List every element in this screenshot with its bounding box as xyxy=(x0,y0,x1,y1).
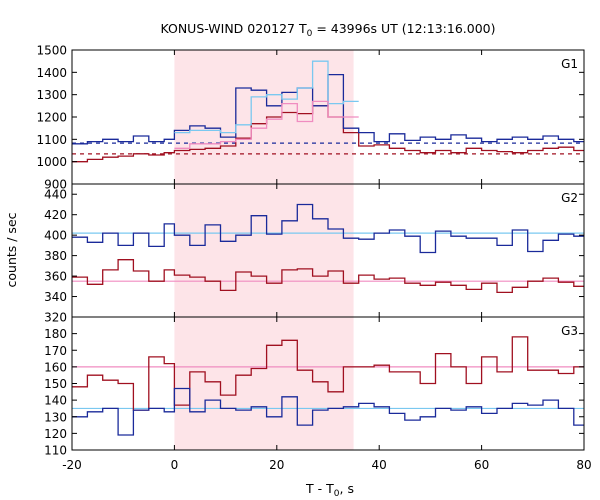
xtick-label: -20 xyxy=(62,458,82,472)
g3-ytick-label: 120 xyxy=(44,427,67,441)
g2-ytick-label: 340 xyxy=(44,290,67,304)
g2-ytick-label: 360 xyxy=(44,270,67,284)
g3-ytick-label: 150 xyxy=(44,377,67,391)
xtick-label: 20 xyxy=(269,458,284,472)
g1-series-cyan xyxy=(174,60,359,134)
g2-panel-label: G2 xyxy=(561,191,578,205)
g2-ytick-label: 380 xyxy=(44,249,67,263)
g1-shade-region xyxy=(174,50,354,184)
g1-ytick-label: 1400 xyxy=(36,66,67,80)
g3-ytick-label: 180 xyxy=(44,327,67,341)
g3-shade-region xyxy=(174,317,354,450)
g3-panel-label: G3 xyxy=(561,324,578,338)
chart-title: KONUS-WIND 020127 T0 = 43996s UT (12:13:… xyxy=(160,21,495,39)
g1-ytick-label: 1500 xyxy=(36,44,67,58)
lightcurve-traces xyxy=(72,60,584,436)
g2-shade-region xyxy=(174,184,354,317)
g3-ytick-label: 160 xyxy=(44,360,67,374)
g1-panel-label: G1 xyxy=(561,57,578,71)
axis-ticks: 9001000110012001300140015003203403603804… xyxy=(36,44,591,473)
xtick-label: 0 xyxy=(171,458,179,472)
y-axis-label: counts / sec xyxy=(4,212,19,287)
g1-ytick-label: 1000 xyxy=(36,155,67,169)
g1-series-pink xyxy=(174,100,359,149)
g2-series-red xyxy=(72,259,584,294)
g3-series-red xyxy=(72,336,584,411)
g2-series-blue xyxy=(72,203,584,254)
g2-ytick-label: 440 xyxy=(44,188,67,202)
g1-ytick-label: 1300 xyxy=(36,88,67,102)
xtick-label: 40 xyxy=(372,458,387,472)
g3-series-blue xyxy=(72,387,584,436)
g2-ytick-label: 400 xyxy=(44,229,67,243)
g3-ytick-label: 130 xyxy=(44,410,67,424)
g3-ytick-label: 140 xyxy=(44,394,67,408)
g1-ytick-label: 900 xyxy=(44,178,67,192)
g2-ytick-label: 420 xyxy=(44,208,67,222)
g1-ytick-label: 1100 xyxy=(36,133,67,147)
xtick-label: 60 xyxy=(474,458,489,472)
g3-ytick-label: 170 xyxy=(44,344,67,358)
g3-ytick-label: 110 xyxy=(44,444,67,458)
burst-interval-shading xyxy=(174,50,354,450)
x-axis-label: T - T0, s xyxy=(305,481,354,499)
xtick-label: 80 xyxy=(576,458,591,472)
g1-ytick-label: 1200 xyxy=(36,111,67,125)
g2-ytick-label: 320 xyxy=(44,311,67,325)
